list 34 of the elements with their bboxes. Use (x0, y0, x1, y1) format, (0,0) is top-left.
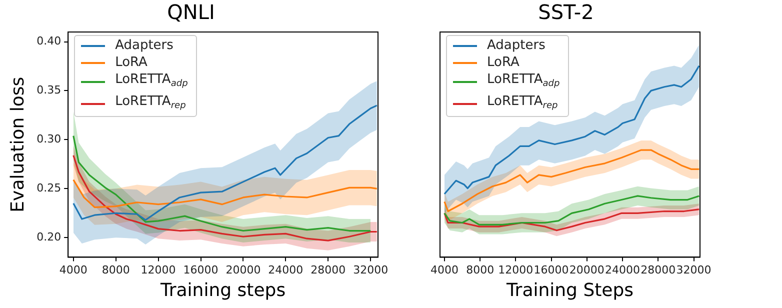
x-tick-label: 12000 (140, 264, 176, 277)
x-tick-label: 4000 (59, 264, 88, 277)
y-tick-label: 0.35 (36, 84, 62, 97)
x-tick-label: 24000 (605, 264, 640, 277)
x-tick-label: 20000 (569, 264, 604, 277)
y-tick-label: 0.40 (36, 34, 62, 48)
x-tick-label: 16000 (183, 264, 218, 277)
legend-label: LoRA (115, 54, 148, 71)
legend-label: LoRA (487, 54, 520, 71)
legend-label: LoRETTA$_{adp}$ (115, 71, 188, 91)
x-tick-label: 12000 (498, 264, 534, 277)
legend-label: LoRETTA$_{rep}$ (487, 93, 558, 113)
legend-label: Adapters (487, 37, 546, 54)
x-tick-label: 24000 (268, 264, 304, 277)
chart-title: SST-2 (538, 0, 594, 24)
x-tick-label: 8000 (466, 264, 494, 277)
x-tick-label: 8000 (102, 264, 130, 277)
legend-label: Adapters (115, 37, 174, 54)
x-tick-label: 28000 (310, 264, 346, 277)
x-tick-label: 20000 (226, 264, 261, 277)
x-tick-label: 32000 (676, 264, 712, 277)
chart-title: QNLI (167, 0, 215, 24)
y-tick-label: 0.25 (36, 182, 62, 195)
y-tick-label: 0.20 (36, 230, 62, 244)
x-axis-title: Training Steps (505, 280, 634, 301)
x-tick-label: 28000 (640, 264, 676, 277)
y-axis-title: Evaluation loss (7, 76, 28, 212)
x-tick-label: 16000 (534, 264, 569, 277)
y-tick-label: 0.30 (36, 132, 62, 146)
legend-label: LoRETTA$_{adp}$ (487, 71, 560, 91)
legend-label: LoRETTA$_{rep}$ (115, 93, 186, 113)
x-tick-label: 32000 (353, 264, 388, 277)
x-tick-label: 4000 (430, 264, 458, 277)
x-axis-title: Training steps (160, 280, 286, 301)
